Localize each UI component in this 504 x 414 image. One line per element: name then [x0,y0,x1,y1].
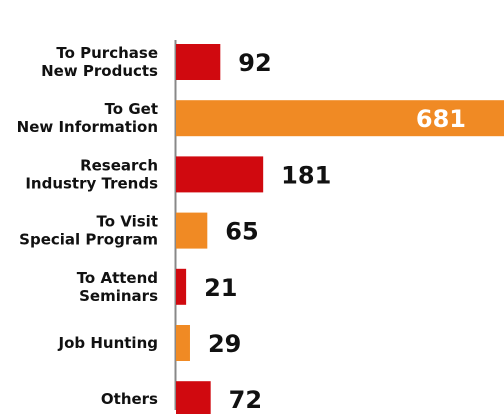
category-labels-group: To Purchase New Products To Get New Informa… [17,44,158,408]
bar-2 [176,156,264,193]
category-label-line: Others [101,390,158,408]
category-label-line: Job Hunting [58,334,159,352]
bar-6 [176,381,211,414]
category-label-3: To Visit Special Program [19,213,158,249]
value-labels-group: 92 681 181 65 21 29 72 [204,49,466,414]
category-label-0: To Purchase New Products [41,44,158,80]
category-label-2: Research Industry Trends [25,156,158,192]
bar-3 [176,212,208,249]
category-label-line: Research [80,156,158,174]
value-label-5: 29 [208,330,241,358]
value-label-1: 681 [416,105,466,133]
category-label-line: To Attend [77,269,158,287]
category-label-line: New Products [41,62,158,80]
value-label-6: 72 [229,386,262,414]
category-label-line: To Visit [97,213,159,231]
category-label-6: Others [101,390,158,408]
category-label-line: Seminars [79,287,158,305]
category-label-5: Job Hunting [58,334,159,352]
category-label-line: Special Program [19,231,158,249]
bar-5 [176,325,190,361]
category-label-line: To Purchase [56,44,158,62]
bar-4 [176,268,187,305]
bar-1 [176,100,504,137]
value-label-0: 92 [238,49,271,77]
category-label-line: New Information [17,118,158,136]
category-label-line: To Get [105,100,158,118]
category-label-line: Industry Trends [25,174,158,192]
value-label-3: 65 [225,218,258,246]
bar-0 [176,44,221,80]
value-label-4: 21 [204,274,237,302]
value-label-2: 181 [281,161,331,189]
bars-group [176,44,504,414]
category-label-4: To Attend Seminars [77,269,158,305]
category-label-1: To Get New Information [17,100,158,136]
